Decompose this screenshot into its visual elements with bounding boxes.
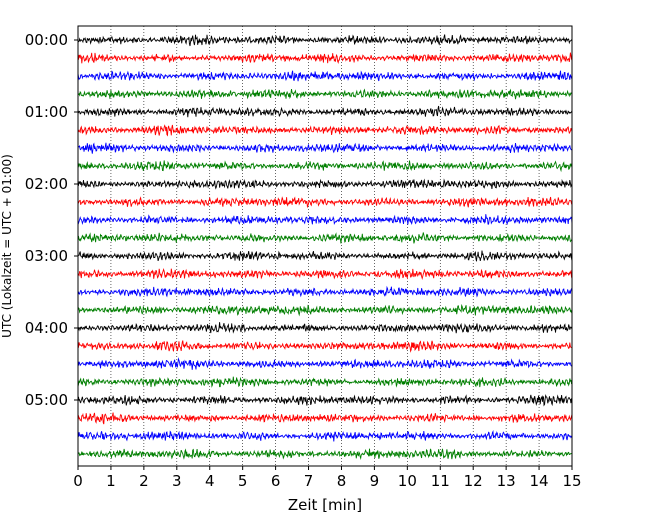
trace-row-6 [77,142,573,154]
trace-row-3 [77,88,573,100]
trace-row-5 [77,124,573,137]
y-tick-label-5: 05:00 [25,391,68,409]
y-tick-label-1: 01:00 [25,103,68,121]
x-tick-label-6: 6 [271,472,281,490]
y-tick-label-2: 02:00 [25,175,68,193]
x-tick-label-1: 1 [106,472,116,490]
trace-row-0 [77,34,573,47]
trace-row-17 [77,340,573,353]
trace-row-14 [77,285,573,298]
x-axis-ticks: 0 1 2 3 4 5 6 7 8 9 10 11 12 13 14 15 [73,466,582,490]
trace-row-18 [77,357,573,370]
y-axis-ticks: 00:00 01:00 02:00 03:00 04:00 05:00 [25,31,78,409]
y-tick-label-4: 04:00 [25,319,68,337]
grid-lines [110,26,540,466]
trace-row-9 [77,196,573,209]
y-tick-label-0: 00:00 [25,31,68,49]
x-tick-label-10: 10 [398,472,417,490]
y-tick-label-3: 03:00 [25,247,68,265]
x-tick-label-3: 3 [172,472,182,490]
x-tick-label-9: 9 [370,472,380,490]
trace-row-8 [77,178,573,190]
trace-row-4 [77,105,573,118]
trace-row-2 [77,70,573,82]
trace-rows [77,34,573,460]
trace-row-1 [77,52,573,64]
plot-frame [77,25,573,467]
x-tick-label-15: 15 [562,472,581,490]
x-tick-label-12: 12 [464,472,483,490]
trace-row-15 [77,303,573,317]
y-axis-label: UTC (Lokalzeit = UTC + 01:00) [0,154,14,338]
x-tick-label-5: 5 [238,472,248,490]
x-tick-label-4: 4 [205,472,215,490]
x-tick-label-13: 13 [497,472,516,490]
trace-row-13 [77,267,573,281]
x-axis-label: Zeit [min] [288,496,362,514]
trace-row-19 [77,376,573,388]
trace-row-20 [77,394,573,407]
trace-row-22 [77,429,573,442]
x-tick-label-2: 2 [139,472,149,490]
trace-row-7 [77,160,573,173]
trace-row-11 [77,232,573,244]
trace-row-10 [77,214,573,226]
trace-row-21 [77,412,573,425]
x-tick-label-11: 11 [431,472,450,490]
x-tick-label-14: 14 [530,472,549,490]
x-tick-label-8: 8 [337,472,347,490]
trace-row-12 [77,250,573,262]
x-tick-label-0: 0 [73,472,83,490]
trace-row-16 [77,322,573,334]
x-tick-label-7: 7 [304,472,314,490]
trace-row-23 [77,448,573,460]
